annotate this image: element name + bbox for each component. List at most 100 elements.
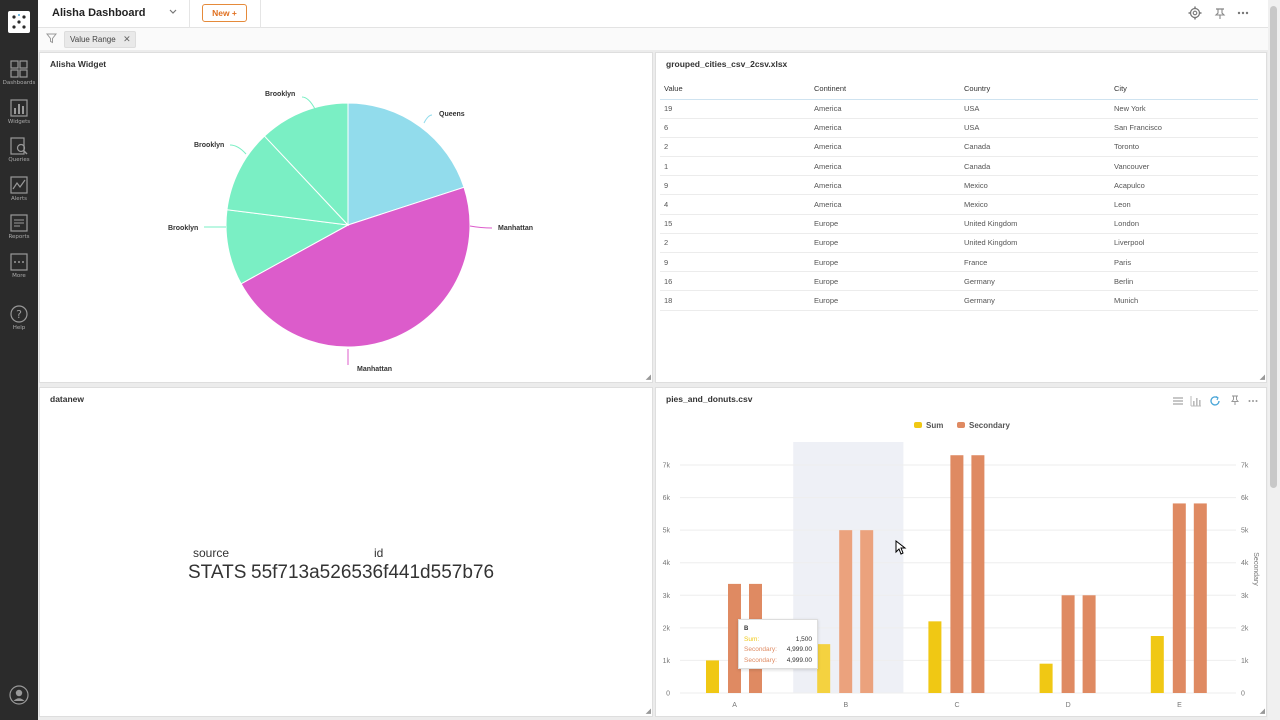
table-row[interactable]: 1 America Canada Vancouver: [660, 156, 1258, 177]
pie-slice[interactable]: [240, 186, 471, 348]
callout-line: [469, 225, 493, 229]
resize-handle[interactable]: ◢: [1259, 708, 1265, 715]
settings-icon[interactable]: [1188, 6, 1202, 20]
refresh-icon[interactable]: [1209, 395, 1221, 407]
new-button[interactable]: New +: [202, 4, 247, 22]
tooltip-row: Secondary: 4,999.00: [744, 656, 812, 667]
close-icon[interactable]: ✕: [123, 34, 131, 44]
table-row[interactable]: 9 Europe France Paris: [660, 252, 1258, 273]
pie-chart: Queens Manhattan Manhattan Brooklyn Brooklyn…: [168, 91, 533, 373]
bar[interactable]: [928, 621, 942, 693]
legend-label[interactable]: Sum: [926, 421, 943, 430]
dashboard-title[interactable]: Alisha Dashboard: [52, 7, 146, 19]
bar[interactable]: [860, 530, 874, 693]
table-cell: 2: [660, 233, 810, 254]
pie-slice[interactable]: [226, 135, 350, 226]
bar[interactable]: [1150, 636, 1164, 693]
bar[interactable]: [728, 583, 741, 693]
app-logo[interactable]: [8, 11, 30, 33]
nav-widgets[interactable]: Widgets: [0, 99, 38, 135]
bar-chart-icon[interactable]: [1190, 395, 1202, 407]
legend-swatch[interactable]: [914, 422, 922, 428]
pie-slice[interactable]: [263, 102, 349, 227]
table-cell: Berlin: [1110, 271, 1258, 292]
column-header[interactable]: Country: [960, 78, 1110, 100]
legend-swatch[interactable]: [957, 422, 965, 428]
table-row[interactable]: 4 America Mexico Leon: [660, 194, 1258, 215]
scrollbar[interactable]: [1268, 0, 1280, 720]
nav-alerts[interactable]: Alerts: [0, 176, 38, 212]
svg-text:?: ?: [16, 308, 22, 321]
table-cell: Europe: [810, 290, 960, 311]
nav-label-more: More: [12, 273, 26, 279]
bar[interactable]: [950, 455, 964, 693]
table-row[interactable]: 6 America USA San Francisco: [660, 118, 1258, 138]
chevron-down-icon[interactable]: [168, 7, 178, 17]
callout-line: [423, 114, 433, 124]
bar[interactable]: [1082, 595, 1096, 693]
tooltip-row: Secondary: 4,999.00: [744, 645, 812, 656]
bar[interactable]: [706, 660, 719, 693]
list-icon[interactable]: [1172, 395, 1184, 407]
y-tick-label: 6k: [663, 495, 671, 502]
nav-reports[interactable]: Reports: [0, 214, 38, 250]
user-avatar[interactable]: [9, 685, 29, 710]
table-row[interactable]: 2 Europe United Kingdom Liverpool: [660, 233, 1258, 254]
column-header[interactable]: Value: [660, 78, 810, 100]
table-header-row: Value Continent Country City: [660, 78, 1258, 100]
y-tick-label: 1k: [663, 658, 671, 665]
scrollbar-thumb[interactable]: [1270, 6, 1277, 488]
bar[interactable]: [1061, 595, 1075, 693]
table-cell: 15: [660, 214, 810, 234]
table-row[interactable]: 2 America Canada Toronto: [660, 137, 1258, 158]
filter-icon[interactable]: [46, 33, 57, 44]
pie-slice[interactable]: [347, 102, 465, 226]
legend-label[interactable]: Secondary: [969, 421, 1010, 430]
pie-slice[interactable]: [225, 209, 350, 285]
widget-title[interactable]: datanew: [50, 394, 85, 404]
bar[interactable]: [1193, 503, 1207, 693]
filter-chip[interactable]: Value Range ✕: [64, 31, 136, 48]
table-row[interactable]: 19 America USA New York: [660, 99, 1258, 119]
column-header[interactable]: City: [1110, 78, 1258, 100]
bar[interactable]: [839, 530, 853, 693]
widget-title[interactable]: Alisha Widget: [50, 59, 107, 69]
table-cell: Acapulco: [1110, 175, 1258, 196]
y-tick-label: 7k: [663, 463, 671, 470]
nav-more[interactable]: More: [0, 253, 38, 289]
table-cell: Leon: [1110, 194, 1258, 215]
pin-icon[interactable]: [1229, 394, 1241, 406]
table-row[interactable]: 15 Europe United Kingdom London: [660, 214, 1258, 234]
callout-label: Brooklyn: [265, 91, 295, 98]
resize-handle[interactable]: ◢: [645, 708, 651, 715]
widget-title[interactable]: pies_and_donuts.csv: [666, 394, 753, 404]
more-icon[interactable]: [1236, 6, 1250, 20]
nav-queries[interactable]: Queries: [0, 137, 38, 173]
filter-chip-label: Value Range: [70, 35, 116, 44]
y2-tick-label: 1k: [1241, 658, 1249, 665]
bar[interactable]: [1172, 503, 1186, 693]
nav-dashboards[interactable]: Dashboards: [0, 60, 38, 96]
pin-icon[interactable]: [1213, 6, 1227, 20]
nav-help[interactable]: ? Help: [0, 305, 38, 341]
resize-handle[interactable]: ◢: [645, 374, 651, 381]
tooltip-label: Secondary:: [744, 646, 777, 653]
table-row[interactable]: 9 America Mexico Acapulco: [660, 175, 1258, 196]
table-row[interactable]: 18 Europe Germany Munich: [660, 290, 1258, 311]
y2-tick-label: 2k: [1241, 625, 1249, 632]
resize-handle[interactable]: ◢: [1259, 374, 1265, 381]
y-tick-label: 3k: [663, 593, 671, 600]
bar[interactable]: [1039, 663, 1053, 693]
bar[interactable]: [971, 455, 985, 693]
callout-line: [301, 96, 316, 110]
bar[interactable]: [817, 644, 831, 693]
y-tick-label: 4k: [663, 560, 671, 567]
more-icon[interactable]: [1247, 395, 1259, 407]
column-header[interactable]: Continent: [810, 78, 960, 100]
table-cell: United Kingdom: [960, 233, 1110, 254]
table-row[interactable]: 16 Europe Germany Berlin: [660, 271, 1258, 292]
table-cell: Mexico: [960, 194, 1110, 215]
widget-title[interactable]: grouped_cities_csv_2csv.xlsx: [666, 59, 788, 69]
table-cell: Munich: [1110, 290, 1258, 311]
bar-chart-widget: pies_and_donuts.csv 0 0 1k 1k 2k 2k 3k 3k 4k 4k 5k…: [655, 387, 1267, 717]
